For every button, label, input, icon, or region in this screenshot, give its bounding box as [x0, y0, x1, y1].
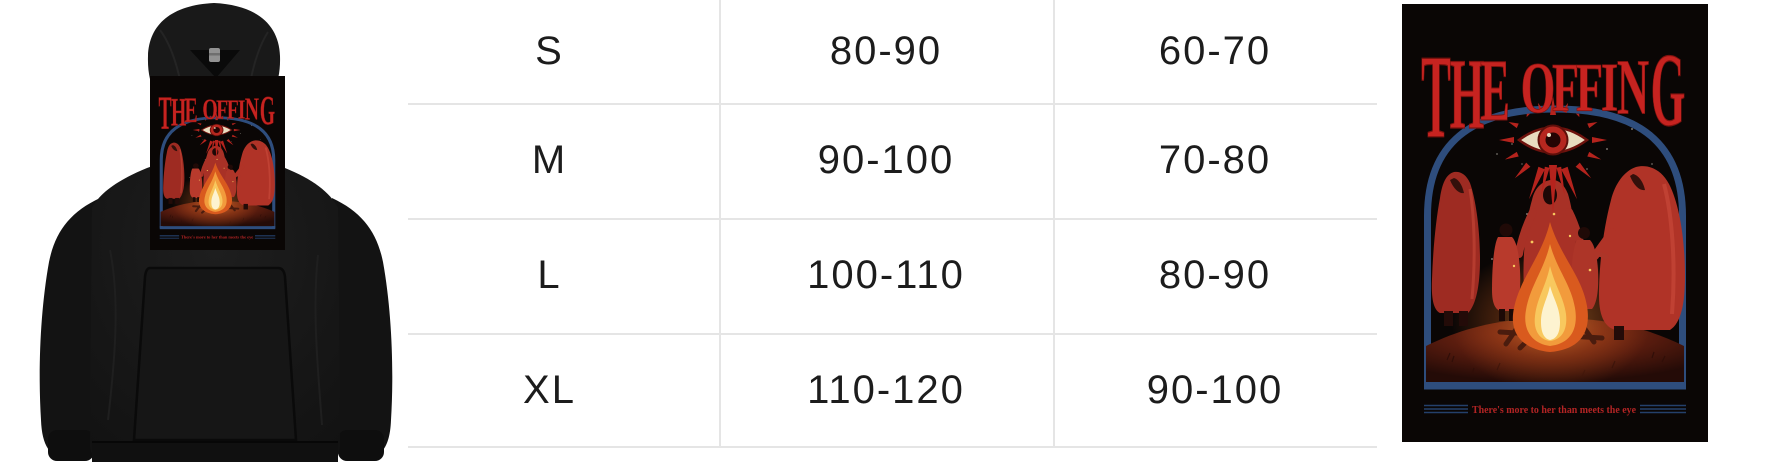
arch-bottom-bar: [1424, 382, 1686, 390]
poster-tagline: There's more to her than meets the eye: [1472, 405, 1636, 416]
table-column-divider: [719, 0, 721, 447]
svg-text:N: N: [1617, 43, 1649, 130]
svg-text:O: O: [1521, 48, 1556, 129]
poster-tagline: There's more to her than meets the eye: [181, 235, 253, 240]
svg-text:G: G: [1651, 33, 1686, 149]
bonfire-graphic: [192, 158, 240, 215]
robed-figure-left: [163, 142, 185, 204]
svg-text:E: E: [184, 91, 197, 131]
eye-glint: [1547, 133, 1551, 137]
hoodie-right-cuff: [338, 430, 384, 461]
svg-text:N: N: [245, 92, 259, 127]
value-cell: 110-120: [807, 367, 965, 412]
svg-text:H: H: [1450, 39, 1485, 152]
child-figure-left: [189, 163, 203, 202]
flame-core: [211, 188, 220, 210]
value-cell: 90-100: [817, 138, 955, 182]
size-table-row: XL 110-120 90-100: [380, 333, 1377, 447]
size-table-row: S 80-90 60-70: [380, 0, 1377, 103]
value-cell: 60-70: [1158, 29, 1272, 73]
bonfire-graphic: [1497, 212, 1605, 352]
svg-text:H: H: [171, 90, 186, 135]
svg-text:F: F: [1576, 49, 1603, 126]
tagline-rules: [159, 235, 276, 239]
svg-text:E: E: [1480, 42, 1510, 141]
eye-glint: [213, 127, 216, 129]
size-table-row: L 100-110 80-90: [380, 218, 1377, 333]
table-row-divider: [408, 218, 1377, 220]
svg-text:F: F: [216, 95, 228, 125]
size-cell: S: [535, 29, 564, 73]
flame-core: [1541, 286, 1560, 340]
size-cell: L: [537, 253, 562, 297]
svg-text:T: T: [1421, 31, 1451, 163]
svg-text:I: I: [238, 95, 246, 125]
hoodie-hem-band: [92, 441, 338, 462]
svg-text:T: T: [158, 87, 171, 139]
value-cell: 90-100: [1146, 367, 1284, 412]
size-chart-table: S 80-90 60-70 M 90-100 70-80 L 100-110 80-90 XL 11…: [380, 0, 1377, 463]
svg-text:I: I: [1601, 49, 1618, 126]
fire-sparks: [198, 158, 234, 183]
table-row-divider: [408, 103, 1377, 105]
value-cell: 80-90: [829, 29, 943, 73]
fire-sparks: [1512, 212, 1592, 272]
svg-text:F: F: [227, 95, 239, 125]
fabric-wrinkle: [107, 249, 117, 421]
table-row-divider: [408, 446, 1377, 448]
robed-figure-left: [1431, 171, 1480, 326]
arch-bottom-bar: [159, 226, 276, 230]
hoodie-kangaroo-pocket: [132, 266, 298, 442]
size-cell: XL: [523, 367, 576, 412]
value-cell: 80-90: [1158, 253, 1272, 297]
hoodie-left-cuff: [48, 430, 94, 461]
all-seeing-eye-graphic: [192, 112, 241, 160]
hoodie-illustration: [39, 3, 393, 462]
size-table-row: M 90-100 70-80: [380, 103, 1377, 218]
child-figure-left: [1492, 223, 1521, 321]
size-cell: M: [531, 138, 568, 182]
robed-figure-right: [233, 140, 275, 210]
hood-opening-shadow: [190, 50, 240, 78]
table-row-divider: [408, 333, 1377, 335]
hood-label-stripe: [209, 53, 220, 56]
value-cell: 70-80: [1158, 138, 1272, 182]
tagline-rules: [1424, 404, 1686, 414]
hoodie-right-sleeve: [332, 198, 393, 460]
value-cell: 100-110: [807, 253, 965, 297]
fabric-wrinkle: [314, 254, 323, 426]
all-seeing-eye-graphic: [1499, 96, 1607, 214]
svg-text:O: O: [202, 94, 217, 126]
svg-text:F: F: [1552, 49, 1579, 126]
hoodie-left-sleeve: [39, 198, 100, 460]
svg-text:G: G: [260, 88, 275, 134]
table-column-divider: [1053, 0, 1055, 447]
